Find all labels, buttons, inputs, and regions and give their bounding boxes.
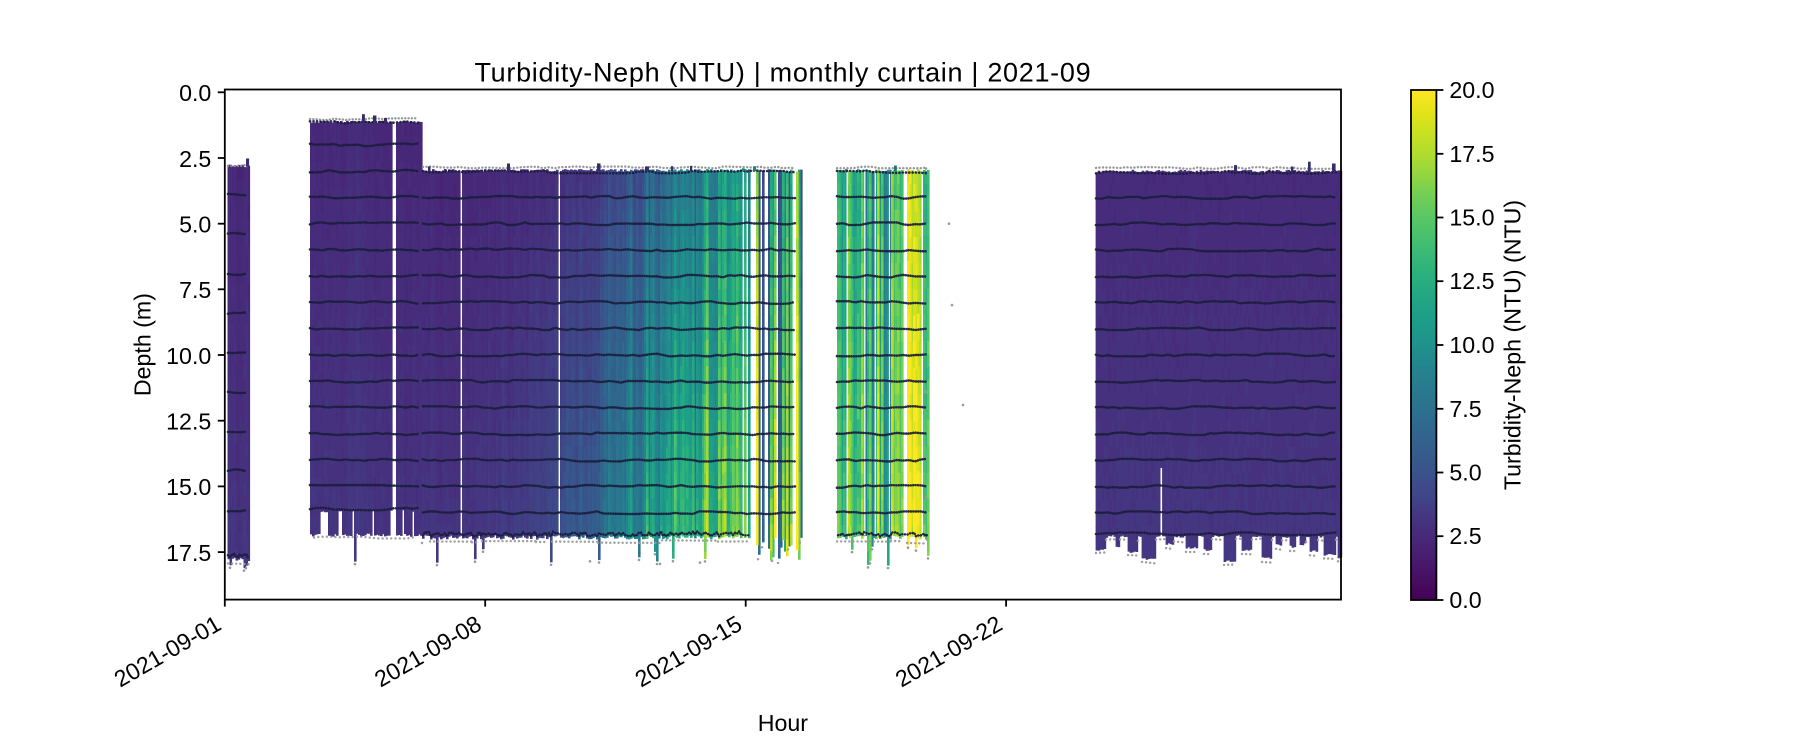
svg-text:17.5: 17.5 [166, 540, 211, 566]
svg-text:5.0: 5.0 [1449, 460, 1481, 486]
svg-text:Hour: Hour [758, 710, 809, 736]
svg-text:12.5: 12.5 [1449, 268, 1494, 294]
svg-text:Turbidity-Neph (NTU) | monthly: Turbidity-Neph (NTU) | monthly curtain |… [474, 57, 1091, 87]
svg-text:Depth (m): Depth (m) [130, 293, 156, 396]
svg-text:10.0: 10.0 [1449, 332, 1494, 358]
svg-text:5.0: 5.0 [179, 212, 211, 238]
svg-text:2.5: 2.5 [179, 146, 211, 172]
svg-text:10.0: 10.0 [166, 343, 211, 369]
svg-text:0.0: 0.0 [1449, 587, 1481, 613]
svg-text:15.0: 15.0 [166, 474, 211, 500]
svg-text:0.0: 0.0 [179, 80, 211, 106]
svg-text:7.5: 7.5 [1449, 396, 1481, 422]
svg-text:Turbidity-Neph (NTU) (NTU): Turbidity-Neph (NTU) (NTU) [1500, 200, 1526, 490]
svg-text:15.0: 15.0 [1449, 205, 1494, 231]
svg-text:7.5: 7.5 [179, 277, 211, 303]
svg-text:2.5: 2.5 [1449, 523, 1481, 549]
svg-text:17.5: 17.5 [1449, 141, 1494, 167]
svg-text:12.5: 12.5 [166, 409, 211, 435]
svg-text:20.0: 20.0 [1449, 77, 1494, 103]
